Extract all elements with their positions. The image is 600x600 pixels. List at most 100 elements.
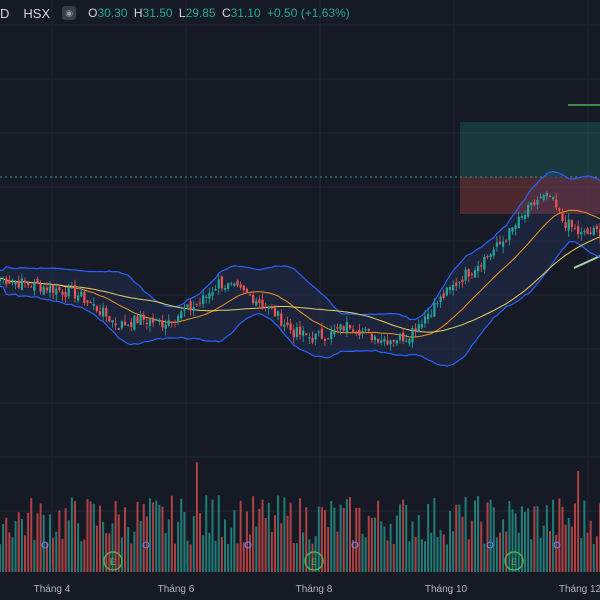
volume-bar: [470, 520, 473, 572]
earnings-marker: [504, 551, 524, 571]
candle-body: [173, 321, 177, 323]
candle-body: [23, 280, 27, 283]
volume-bar: [39, 503, 42, 572]
volume-bar: [49, 514, 51, 572]
candle-body: [195, 304, 198, 306]
volume-bar: [458, 504, 461, 572]
candle-body: [114, 323, 117, 326]
volume-bar: [299, 498, 301, 572]
volume-bar: [99, 505, 101, 572]
candle-body: [77, 295, 80, 301]
volume-bar: [417, 514, 420, 572]
candle-body: [5, 278, 8, 285]
volume-bar: [383, 526, 386, 572]
candle-body: [189, 301, 192, 311]
volume-bar: [402, 499, 405, 572]
candle-body: [117, 328, 120, 330]
candle-body: [386, 340, 389, 345]
eye-icon[interactable]: ◉: [62, 6, 77, 20]
candle-body: [414, 328, 417, 332]
volume-bar: [492, 507, 495, 572]
volume-bars: [0, 462, 600, 572]
candle-body: [364, 329, 367, 331]
volume-bar: [161, 506, 164, 572]
volume-bar: [45, 543, 48, 572]
volume-bar: [42, 514, 45, 572]
ma-long-line: [0, 236, 600, 333]
volume-bar: [374, 517, 376, 572]
candle-body: [392, 339, 395, 342]
volume-bar: [149, 498, 151, 572]
symbol-label[interactable]: D: [0, 5, 10, 21]
candle-body: [98, 311, 102, 315]
candle-body: [45, 287, 48, 291]
volume-bar: [392, 543, 395, 572]
candle-body: [258, 299, 261, 303]
volume-bar: [549, 531, 551, 572]
candle-body: [383, 338, 386, 342]
volume-bar: [308, 539, 311, 572]
candle-body: [377, 338, 380, 343]
candle-body: [355, 332, 358, 334]
volume-bar: [261, 499, 264, 572]
candle-body: [570, 220, 573, 228]
candle-body: [123, 321, 127, 326]
candle-body: [155, 318, 158, 321]
candle-body: [348, 324, 352, 329]
volume-bar: [33, 540, 36, 572]
volume-bar: [158, 504, 161, 572]
volume-bar: [461, 516, 464, 572]
candle-body: [48, 285, 52, 293]
volume-bar: [133, 531, 136, 572]
volume-bar: [86, 499, 89, 572]
volume-bar: [514, 513, 517, 572]
volume-bar: [524, 511, 526, 572]
volume-bar: [455, 504, 458, 572]
candle-body: [148, 319, 152, 326]
candle-body: [545, 193, 548, 197]
candle-body: [298, 326, 302, 335]
volume-bar: [474, 500, 476, 572]
candle-body: [80, 291, 83, 297]
bollinger-lower-line: [0, 240, 600, 367]
volume-bar: [105, 533, 108, 572]
candle-body: [442, 293, 445, 298]
x-tick-label: Tháng 4: [34, 584, 71, 595]
candle-body: [220, 276, 223, 289]
candle-body: [205, 296, 208, 299]
volume-bar: [167, 519, 170, 572]
candle-body: [555, 199, 558, 208]
candle-body: [280, 313, 283, 326]
candle-body: [511, 227, 514, 232]
candle-body: [380, 340, 383, 343]
candle-body: [167, 320, 170, 326]
volume-bar: [114, 501, 117, 572]
volume-bar: [155, 500, 158, 572]
volume-bar: [430, 532, 433, 572]
candle-body: [108, 316, 111, 322]
volume-bar: [583, 500, 586, 572]
dividend-marker: [351, 541, 359, 549]
close-key: C: [221, 6, 231, 20]
candle-body: [398, 333, 402, 340]
candle-body: [242, 285, 245, 291]
volume-bar: [367, 515, 370, 572]
volume-bar: [436, 537, 439, 572]
candle-body: [261, 299, 264, 308]
volume-bar: [258, 508, 261, 572]
earnings-marker: [304, 551, 324, 571]
dividend-marker: [553, 541, 561, 549]
volume-bar: [77, 523, 80, 572]
candle-body: [83, 291, 86, 304]
candle-body: [373, 336, 377, 341]
candle-body: [111, 320, 114, 323]
x-tick-label: Tháng 12: [559, 584, 600, 595]
volume-bar: [542, 525, 545, 572]
candle-body: [305, 333, 308, 335]
candle-body: [58, 286, 61, 291]
candle-body: [267, 306, 270, 309]
candle-body: [317, 331, 320, 333]
volume-bar: [311, 543, 314, 572]
